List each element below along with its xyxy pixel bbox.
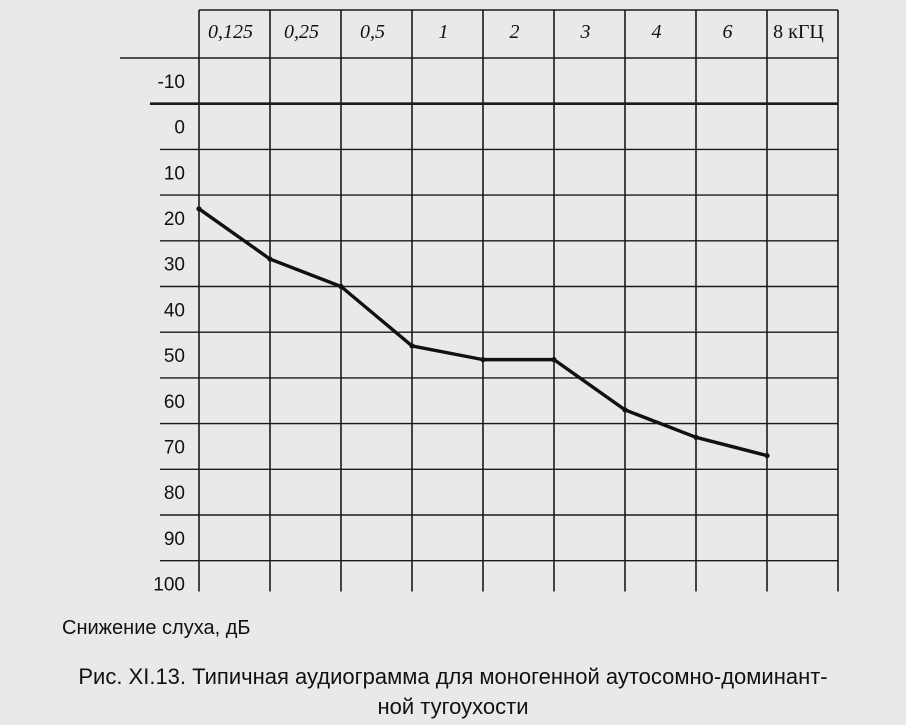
data-point xyxy=(693,434,699,440)
x-axis-tick-labels: 0,125 0,25 0,5 1 2 3 4 6 8 кГЦ xyxy=(208,21,824,43)
y-tick-label: 60 xyxy=(164,392,185,413)
y-tick-label: 30 xyxy=(164,255,185,276)
data-point xyxy=(267,256,273,262)
x-tick-label: 6 xyxy=(723,21,733,43)
y-axis-label: Снижение слуха, дБ xyxy=(62,617,251,639)
y-tick-label: 10 xyxy=(164,163,185,184)
x-tick-label: 8 кГЦ xyxy=(773,21,824,43)
data-point xyxy=(551,357,557,363)
hearing-loss-series xyxy=(196,206,770,459)
x-tick-label: 2 xyxy=(510,21,520,43)
data-point xyxy=(480,357,486,363)
data-point xyxy=(338,283,344,290)
y-tick-label: 20 xyxy=(164,209,185,230)
data-point xyxy=(196,206,202,212)
y-tick-label: 50 xyxy=(164,346,185,367)
y-tick-label: 90 xyxy=(164,529,185,550)
x-tick-label: 0,25 xyxy=(284,21,319,43)
y-tick-label: 100 xyxy=(153,575,185,596)
x-tick-label: 3 xyxy=(580,21,591,43)
figure-caption-line-2: ной тугоухости xyxy=(377,694,529,719)
x-tick-label: 0,5 xyxy=(360,21,385,43)
data-point xyxy=(764,452,770,459)
x-tick-label: 0,125 xyxy=(208,21,253,43)
y-tick-label: -10 xyxy=(158,72,185,93)
x-tick-label: 1 xyxy=(439,21,449,43)
x-tick-label: 4 xyxy=(652,21,662,43)
data-point xyxy=(622,407,628,413)
data-point xyxy=(409,343,415,349)
chart-grid xyxy=(120,9,839,592)
y-tick-label: 70 xyxy=(164,437,185,458)
y-tick-label: 40 xyxy=(164,300,185,321)
y-tick-label: 80 xyxy=(164,483,185,504)
y-axis-tick-labels: -10 0 10 20 30 40 50 60 70 80 90 100 xyxy=(153,72,185,596)
figure-caption-line-1: Рис. XI.13. Типичная аудиограмма для мон… xyxy=(78,664,828,689)
y-tick-label: 0 xyxy=(174,118,185,139)
